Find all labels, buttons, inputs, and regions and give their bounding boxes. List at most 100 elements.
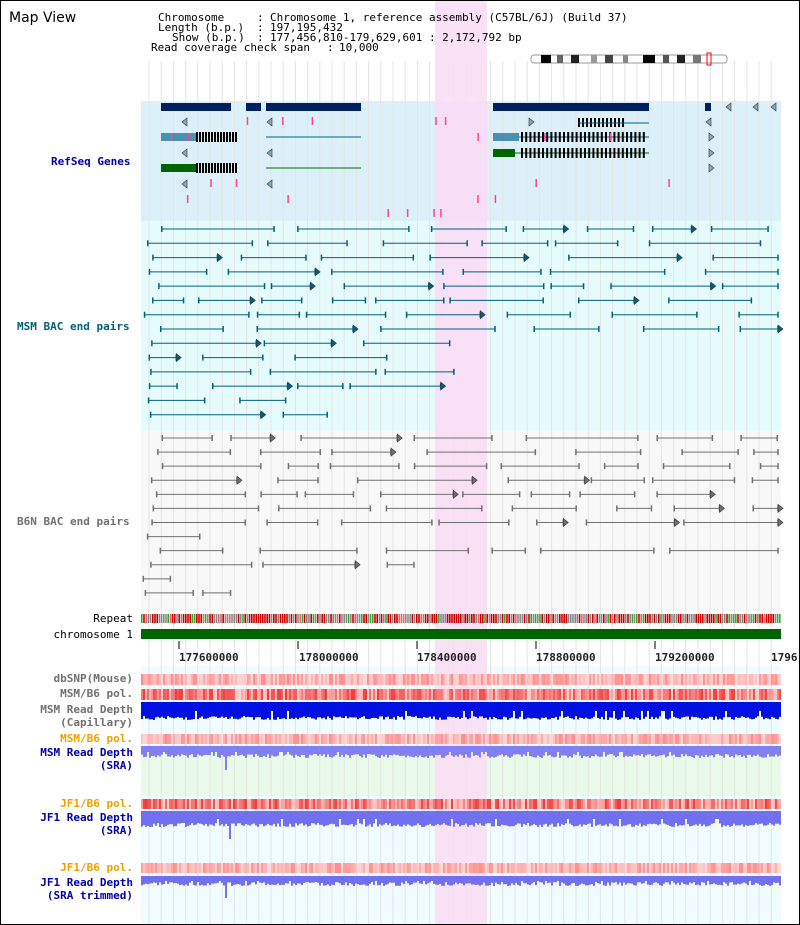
heat-cell [315,674,317,685]
msm-b6-pol-2-label[interactable]: MSM/B6 pol. [60,732,133,745]
heat-cell [369,689,371,700]
read-depth-bar [595,702,597,711]
heat-cell [157,863,159,873]
heat-cell [585,734,587,744]
heat-cell [653,799,655,809]
read-depth-bar [373,811,375,824]
read-depth-bar [757,876,759,884]
read-depth-bar [491,811,493,827]
heat-cell [615,674,617,685]
heat-cell [477,674,479,685]
heat-cell [731,799,733,809]
heat-cell [669,674,671,685]
heat-cell [687,799,689,809]
heat-cell [751,863,753,873]
msm-read-depth-sra-sub: (SRA) [99,759,133,772]
heat-cell [463,734,465,744]
read-depth-bar [485,811,487,824]
heat-cell [383,734,385,744]
heat-cell [173,689,175,700]
heat-cell [445,674,447,685]
jf1-read-depth-trim-label[interactable]: JF1 Read Depth [40,876,133,889]
heat-cell [767,799,769,809]
heat-cell [583,674,585,685]
heat-cell [419,674,421,685]
read-depth-bar [555,702,557,717]
read-depth-bar [155,702,157,718]
heat-cell [215,674,217,685]
read-depth-bar [355,811,357,825]
msm-read-depth-sra-label[interactable]: MSM Read Depth [40,746,133,759]
read-depth-bar [349,811,351,825]
heat-cell [519,689,521,700]
heat-cell [405,799,407,809]
heat-cell [615,863,617,873]
heat-cell [205,674,207,685]
msm-read-depth-capillary-label[interactable]: MSM Read Depth [40,703,133,716]
heat-cell [499,689,501,700]
heat-cell [759,674,761,685]
heat-cell [173,734,175,744]
read-depth-bar [585,746,587,757]
heat-cell [215,689,217,700]
read-depth-bar [485,876,487,886]
heat-cell [177,799,179,809]
read-depth-bar [623,702,625,711]
heat-cell [225,689,227,700]
axis-tick-label: 178400000 [417,651,477,664]
heat-cell [145,674,147,685]
strand-arrow [528,117,535,127]
read-depth-bar [265,876,267,886]
read-depth-bar [255,746,257,755]
jf1-read-depth-sra-label[interactable]: JF1 Read Depth [40,811,133,824]
heat-cell [259,674,261,685]
heat-cell [629,689,631,700]
gene-feature [161,164,196,172]
heat-cell [311,689,313,700]
heat-cell [723,863,725,873]
read-depth-bar [295,702,297,718]
msm-bac-label[interactable]: MSM BAC end pairs [17,320,130,333]
read-depth-bar [317,876,319,883]
heat-cell [301,863,303,873]
heat-cell [651,674,653,685]
dbsnp-label[interactable]: dbSNP(Mouse) [53,672,133,685]
read-depth-bar [385,811,387,824]
heat-cell [765,674,767,685]
read-depth-bar [311,746,313,756]
repeat-block [185,614,187,623]
read-depth-bar [327,746,329,755]
read-depth-bar [657,876,659,884]
read-depth-bar [619,811,621,819]
ideogram-band [663,55,669,63]
jf1-b6-pol-label[interactable]: JF1/B6 pol. [60,797,133,810]
heat-cell [387,734,389,744]
read-depth-bar [399,876,401,886]
read-depth-bar [317,811,319,824]
heat-cell [529,689,531,700]
jf1-b6-pol-2-label[interactable]: JF1/B6 pol. [60,861,133,874]
msm-b6-pol-label[interactable]: MSM/B6 pol. [60,687,133,700]
heat-cell [567,734,569,744]
heat-cell [601,689,603,700]
b6n-bac-label[interactable]: B6N BAC end pairs [17,515,130,528]
read-depth-bar [615,746,617,758]
heat-cell [219,863,221,873]
gene-exon [558,148,561,158]
heat-cell [233,674,235,685]
read-depth-bar [251,746,253,755]
read-depth-bar [567,702,569,717]
heat-cell [685,863,687,873]
chromosome-bar [141,629,781,639]
heat-cell [307,734,309,744]
heat-cell [749,799,751,809]
read-depth-bar [273,746,275,757]
refseq-genes-label[interactable]: RefSeq Genes [51,155,131,168]
gene-exon [229,163,231,173]
heat-cell [513,674,515,685]
heat-cell [223,799,225,809]
repeat-block [174,614,176,623]
heat-cell [589,863,591,873]
repeat-block [242,614,244,623]
